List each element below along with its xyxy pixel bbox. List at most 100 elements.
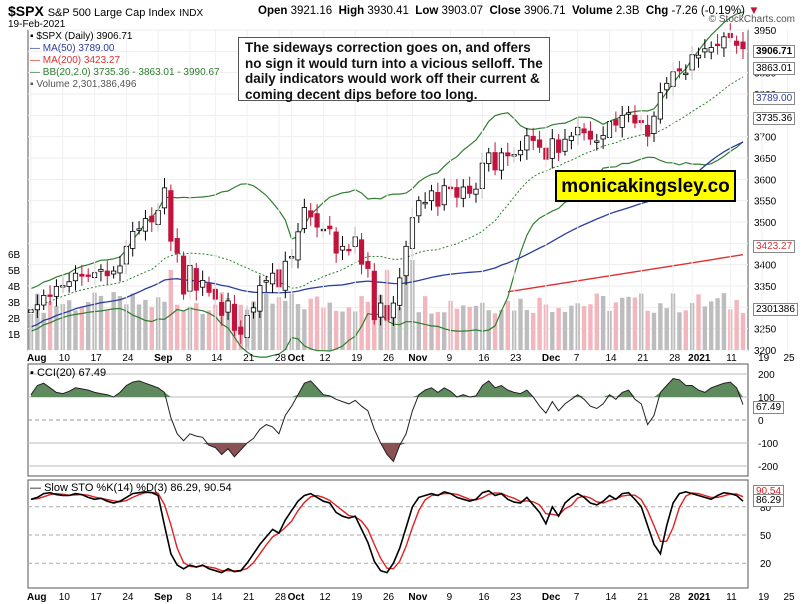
candle-body — [435, 192, 441, 207]
candle-body — [645, 124, 651, 137]
sto-k-line — [30, 489, 744, 574]
index-name: S&P 500 Large Cap Index — [47, 7, 176, 19]
x-axis-label-bottom: 8 — [186, 592, 192, 603]
down-arrow-icon: ▼ — [748, 5, 760, 17]
candle-body — [34, 304, 40, 311]
volume-bar — [391, 309, 396, 350]
candle-body — [161, 187, 168, 209]
volume-bar — [194, 303, 199, 350]
volume-bar — [651, 312, 657, 350]
candle-body — [200, 280, 206, 288]
legend-ma50-text: MA(50) 3789.00 — [42, 43, 115, 54]
candle-body — [66, 281, 72, 287]
last-ma200-label: 3423.27 — [753, 240, 796, 253]
x-axis-label-bottom: 9 — [447, 592, 453, 603]
candle-body — [695, 54, 702, 59]
volume-tick-label: 1B — [8, 330, 21, 341]
exchange: INDX — [179, 8, 204, 19]
source-credit: © StockCharts.com — [708, 14, 795, 25]
price-tick-label: 3650 — [754, 154, 777, 165]
candle-body — [206, 283, 212, 293]
x-axis-label-top: Nov — [408, 353, 427, 364]
volume-bar — [149, 306, 154, 350]
legend-sto: — Slow STO %K(14) %D(3) 86.29, 90.54 — [30, 482, 232, 494]
x-axis-label-bottom: Aug — [27, 592, 46, 603]
legend-ma200-text: MA(200) 3423.27 — [42, 55, 121, 66]
candle-body — [734, 40, 740, 46]
candle-body — [371, 270, 377, 321]
candle-body — [505, 152, 511, 157]
volume-bar — [454, 308, 460, 350]
candle-body — [683, 72, 689, 75]
candle-body — [346, 248, 352, 252]
candle-body — [301, 207, 307, 229]
x-axis-label-bottom: Dec — [542, 592, 561, 603]
volume-bar — [308, 298, 313, 350]
candle-body — [238, 326, 244, 335]
candle-body — [428, 190, 435, 202]
x-axis-label-bottom: 11 — [726, 592, 737, 603]
candle-body — [721, 36, 727, 49]
candle-body — [625, 112, 632, 115]
candle-body — [263, 280, 269, 283]
ohlc-readout: Open 3921.16 High 3930.41 Low 3903.07 Cl… — [258, 5, 760, 17]
x-axis-label-bottom: 16 — [478, 592, 490, 603]
last-cci-label: 67.49 — [753, 401, 785, 414]
volume-label: Volume — [571, 5, 613, 17]
volume-bar — [200, 313, 205, 350]
legend-volume-text: Volume 2,301,386,496 — [36, 79, 137, 90]
x-axis-label-bottom: Sep — [154, 592, 172, 603]
volume-bar — [143, 299, 148, 350]
candle-body — [676, 68, 683, 72]
volume-bar — [562, 311, 568, 350]
volume-value: 2.3B — [615, 5, 640, 17]
volume-bar — [721, 293, 727, 350]
candle-body — [390, 302, 396, 319]
candle-body — [613, 119, 619, 126]
symbol: $SPX — [8, 3, 44, 19]
volume-bar — [73, 310, 78, 350]
candle-body — [358, 239, 365, 265]
candle-body — [117, 265, 123, 274]
candle-body — [339, 245, 346, 251]
candle-body — [333, 231, 339, 254]
volume-bar — [403, 270, 409, 350]
chart-date: 19-Feb-2021 — [8, 19, 66, 30]
x-axis-label-top: 23 — [510, 353, 522, 364]
candle-body — [327, 225, 333, 230]
price-tick-label: 3250 — [754, 325, 777, 336]
candle-body — [473, 188, 479, 195]
x-axis-label-bottom: 21 — [637, 592, 649, 603]
candle-body — [53, 286, 60, 297]
volume-bar — [556, 307, 561, 350]
candle-body — [225, 300, 231, 313]
candle-body — [47, 294, 53, 297]
volume-bar — [225, 298, 231, 350]
volume-bar — [295, 304, 301, 350]
last-price-label: 3906.71 — [753, 45, 796, 58]
candle-body — [702, 48, 708, 53]
x-axis-label-bottom: 25 — [784, 592, 796, 603]
candle-body — [308, 210, 314, 218]
volume-bar — [86, 302, 91, 350]
price-tick-label: 3550 — [754, 197, 777, 208]
volume-tick-label: 6B — [8, 250, 21, 261]
cci-tick-label: 0 — [758, 416, 764, 427]
volume-bar — [270, 303, 275, 350]
volume-bar — [206, 310, 212, 350]
x-axis-label-top: 2021 — [688, 353, 711, 364]
x-axis-label-top: Sep — [154, 353, 172, 364]
volume-bar — [340, 311, 345, 350]
last-ma50-label: 3789.00 — [753, 92, 796, 105]
cci-tick-label: -200 — [758, 462, 778, 473]
x-axis-label-top: 21 — [243, 353, 255, 364]
sto-d-line — [30, 491, 744, 572]
volume-bar — [66, 300, 72, 350]
x-axis-label-top: 14 — [211, 353, 223, 364]
open-value: 3921.16 — [290, 5, 333, 17]
volume-bar — [314, 296, 320, 350]
volume-bar — [264, 293, 269, 350]
volume-bar — [283, 300, 288, 350]
volume-bar — [537, 297, 542, 350]
